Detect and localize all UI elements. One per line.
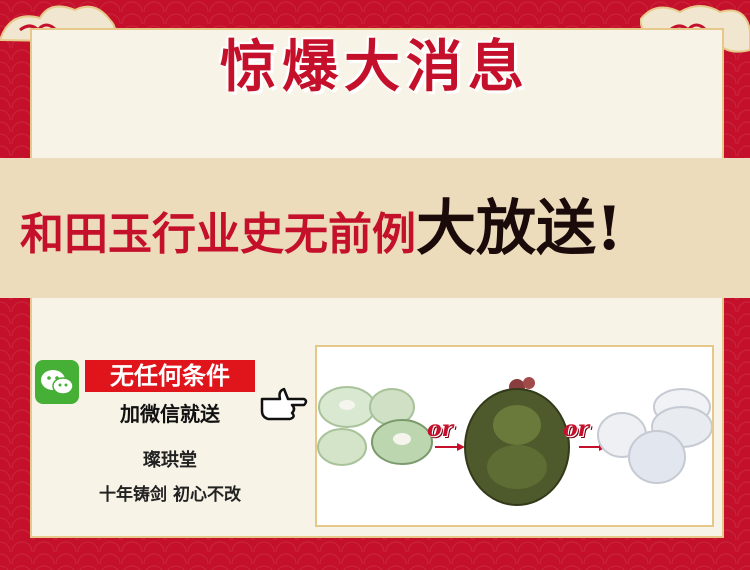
headline-text: 和田玉行业史无前例大放送! (20, 180, 740, 267)
or-label: or (563, 416, 590, 442)
brand-name: 璨珙堂 (143, 450, 197, 471)
headline-emphasis: 大放送! (416, 194, 623, 264)
or-label: or (427, 416, 454, 442)
jade-disc-set-green (317, 386, 433, 466)
headline-banner (0, 158, 750, 298)
wechat-icon (35, 360, 79, 404)
pointing-hand-icon (260, 387, 308, 421)
product-showcase (315, 345, 714, 527)
jade-buddha-pendant (464, 377, 570, 506)
jade-disc-set-white (597, 388, 713, 484)
product-images (317, 377, 713, 506)
headline-prefix: 和田玉行业史无前例 (20, 209, 416, 260)
promo-badge: 无任何条件 (85, 360, 255, 392)
promo-subtext: 加微信就送 (120, 402, 220, 426)
brand-slogan: 十年铸剑 初心不改 (99, 485, 241, 505)
page-title: 惊爆大消息 (220, 34, 530, 100)
